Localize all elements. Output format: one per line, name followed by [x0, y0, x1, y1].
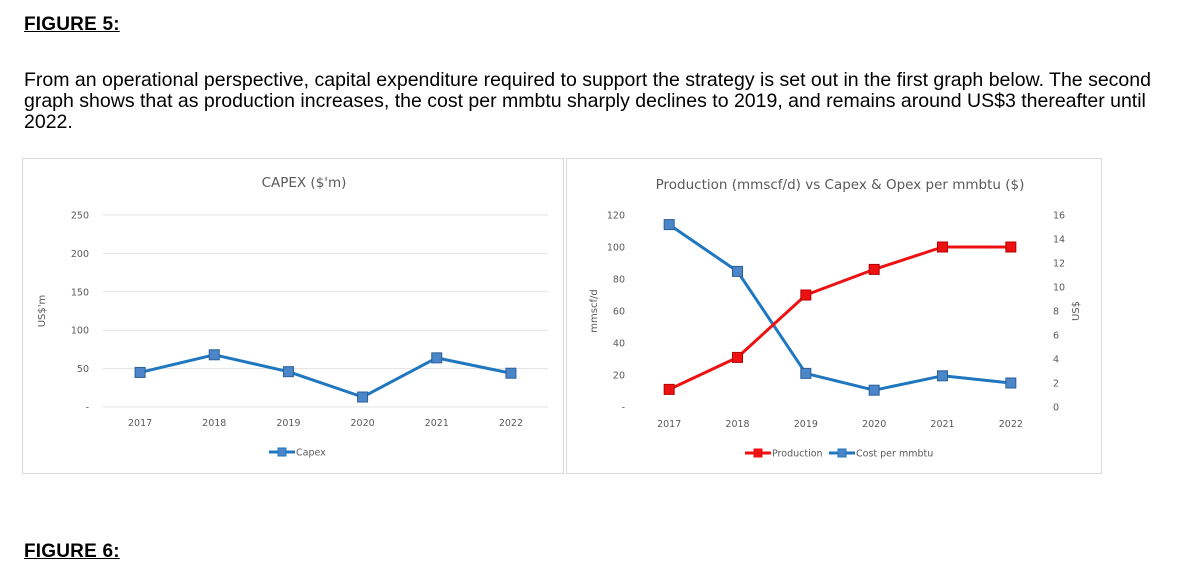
capex-point-4: [431, 352, 443, 364]
y-tick-label: 150: [71, 287, 89, 298]
legend-cost-marker: [837, 448, 847, 458]
legend-production-marker: [753, 448, 763, 458]
figure-6-heading: FIGURE 6:: [24, 541, 120, 562]
production-point-1: [732, 351, 743, 363]
chart-title: CAPEX ($'m): [262, 175, 347, 191]
capex-series-line: [139, 353, 512, 399]
legend-capex-marker: [277, 447, 287, 457]
y2-tick-label: 0: [1053, 403, 1059, 414]
x-tick-label: 2018: [202, 418, 226, 429]
production-point-2: [800, 289, 812, 301]
y-tick-label: 40: [613, 339, 625, 350]
y-tick-label: 80: [613, 275, 625, 286]
capex-point-1: [208, 349, 220, 361]
x-tick-label: 2020: [350, 418, 374, 429]
x-tick-label: 2017: [128, 418, 152, 429]
y-tick-label: -: [622, 403, 625, 414]
capex-point-5: [505, 367, 517, 379]
y-tick-label: 100: [71, 326, 89, 337]
y-tick-label: 120: [607, 211, 625, 222]
y2-tick-label: 2: [1053, 379, 1059, 390]
y-tick-label: 20: [613, 371, 625, 382]
x-tick-label: 2020: [862, 419, 886, 430]
x-tick-label: 2018: [725, 419, 749, 430]
cost-point-1: [732, 265, 743, 277]
intro-paragraph: From an operational perspective, capital…: [24, 69, 1151, 133]
x-tick-label: 2019: [794, 419, 818, 430]
capex-point-0: [134, 366, 146, 378]
legend-production-label: Production: [772, 449, 823, 460]
production-point-0: [663, 383, 675, 395]
y2-tick-label: 12: [1053, 259, 1065, 270]
capex-chart-panel: CAPEX ($'m) US$'m 250 200 150 100 50 - 2017 2018 2…: [22, 158, 564, 474]
y-tick-label: 60: [613, 307, 625, 318]
capex-chart: CAPEX ($'m) US$'m 250 200 150 100 50 - 2017 2018 2…: [37, 175, 548, 459]
y-tick-label: 250: [71, 211, 89, 222]
production-point-4: [937, 241, 948, 253]
y-tick-label: 100: [607, 243, 625, 254]
capex-point-2: [282, 366, 294, 378]
x-tick-label: 2021: [425, 418, 449, 429]
production-series-line: [668, 245, 1011, 391]
cost-point-5: [1005, 377, 1017, 389]
y2-tick-label: 8: [1053, 307, 1059, 318]
x-tick-label: 2017: [657, 419, 681, 430]
y2-tick-label: 10: [1053, 283, 1065, 294]
y2-tick-label: 14: [1053, 235, 1065, 246]
figure-5-heading: FIGURE 5:: [24, 14, 120, 35]
x-tick-label: 2021: [930, 419, 954, 430]
chart-title: Production (mmscf/d) vs Capex & Opex per…: [656, 177, 1025, 193]
cost-point-2: [800, 367, 812, 379]
y-axis-label: US$'m: [37, 295, 48, 328]
production-point-3: [868, 263, 880, 275]
cost-point-0: [663, 219, 675, 231]
y2-tick-label: 6: [1053, 331, 1059, 342]
y-axis-label: mmscf/d: [589, 289, 600, 332]
x-tick-label: 2019: [276, 418, 300, 429]
legend-cost-label: Cost per mmbtu: [856, 449, 933, 460]
x-tick-label: 2022: [999, 419, 1023, 430]
cost-point-3: [868, 384, 880, 396]
y-tick-label: 200: [71, 249, 89, 260]
y2-axis-label: US$: [1071, 301, 1082, 321]
production-chart-panel: Production (mmscf/d) vs Capex & Opex per…: [566, 158, 1102, 474]
y2-tick-label: 16: [1053, 211, 1065, 222]
cost-series-line: [668, 223, 1011, 392]
y-tick-label: 50: [77, 364, 89, 375]
cost-point-4: [937, 370, 948, 382]
production-vs-cost-chart: Production (mmscf/d) vs Capex & Opex per…: [589, 177, 1082, 460]
production-point-5: [1005, 241, 1017, 253]
capex-point-3: [357, 391, 369, 403]
y-tick-label: -: [86, 403, 89, 414]
legend-capex-label: Capex: [296, 448, 326, 459]
x-tick-label: 2022: [499, 418, 523, 429]
y2-tick-label: 4: [1053, 355, 1059, 366]
